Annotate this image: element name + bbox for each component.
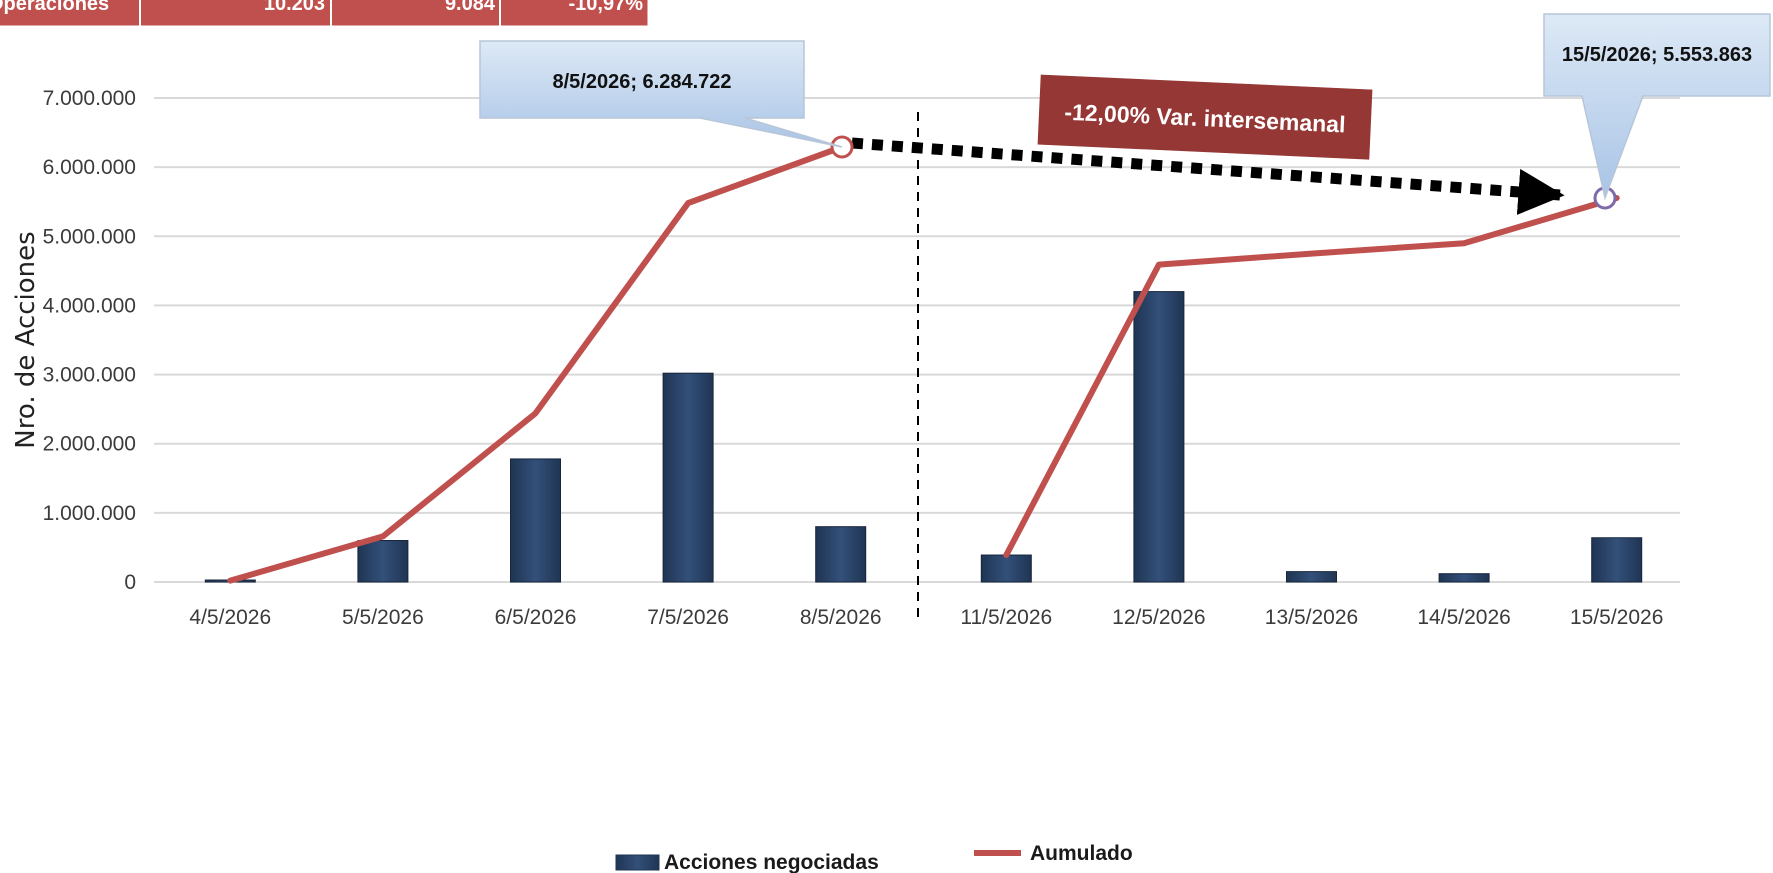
bar: [1438, 573, 1490, 583]
bar: [1591, 537, 1643, 583]
x-tick-label: 7/5/2026: [647, 606, 729, 629]
bar: [510, 458, 561, 583]
bar: [662, 372, 714, 583]
legend-label-bars: Acciones negociadas: [664, 851, 879, 873]
bar: [815, 526, 867, 583]
bar: [357, 540, 409, 583]
x-tick-label: 14/5/2026: [1417, 606, 1510, 629]
y-tick-label: 3.000.000: [43, 364, 136, 387]
y-tick-label: 1.000.000: [43, 502, 136, 525]
y-tick-label: 0: [124, 571, 136, 594]
x-tick-label: 8/5/2026: [800, 606, 882, 629]
y-axis-label: Nro. de Acciones: [11, 231, 41, 448]
variation-banner: -12,00% Var. intersemanal: [1037, 74, 1373, 160]
summary-this-week: 9.084: [445, 0, 496, 15]
x-tick-label: 6/5/2026: [495, 606, 577, 629]
summary-row-bg: [0, 0, 649, 27]
line-series: [227, 144, 1620, 584]
summary-row: Operaciones 10.203 9.084 -10,97%: [0, 0, 649, 27]
callout-week1-text: 8/5/2026; 6.284.722: [552, 71, 731, 93]
bar: [1133, 291, 1185, 583]
legend-item-line: Aumulado: [974, 842, 1133, 865]
y-tick-label: 6.000.000: [43, 156, 136, 179]
bar: [980, 554, 1032, 583]
x-tick-labels: 4/5/2026 5/5/2026 6/5/2026 7/5/2026 8/5/2026…: [189, 606, 1663, 629]
callout-week1: 8/5/2026; 6.284.722: [479, 40, 843, 148]
summary-variation: -10,97%: [569, 0, 644, 15]
legend: Acciones negociadas Aumulado: [615, 842, 1133, 873]
bar: [1286, 571, 1337, 583]
legend-item-bars: Acciones negociadas: [615, 851, 879, 873]
x-tick-label: 4/5/2026: [189, 606, 271, 629]
legend-label-line: Aumulado: [1030, 842, 1133, 865]
callout-week2: 15/5/2026; 5.553.863: [1543, 13, 1771, 201]
legend-swatch-bars: [615, 854, 660, 871]
summary-prev-week: 10.203: [264, 0, 325, 15]
x-tick-label: 11/5/2026: [960, 606, 1052, 629]
y-tick-label: 2.000.000: [43, 433, 136, 456]
x-tick-label: 15/5/2026: [1570, 606, 1663, 629]
line-week2: [1003, 195, 1620, 558]
y-tick-label: 5.000.000: [43, 225, 136, 248]
x-tick-label: 13/5/2026: [1265, 606, 1358, 629]
callout-week2-text: 15/5/2026; 5.553.863: [1562, 44, 1752, 66]
x-tick-label: 12/5/2026: [1112, 606, 1205, 629]
bar-series: [204, 291, 1643, 583]
x-tick-label: 5/5/2026: [342, 606, 424, 629]
y-tick-label: 7.000.000: [43, 87, 136, 110]
y-tick-label: 4.000.000: [43, 294, 136, 317]
line-week1: [227, 144, 844, 584]
y-tick-labels: 0 1.000.000 2.000.000 3.000.000 4.000.000 5.0…: [43, 87, 136, 594]
summary-label: Operaciones: [0, 0, 109, 15]
